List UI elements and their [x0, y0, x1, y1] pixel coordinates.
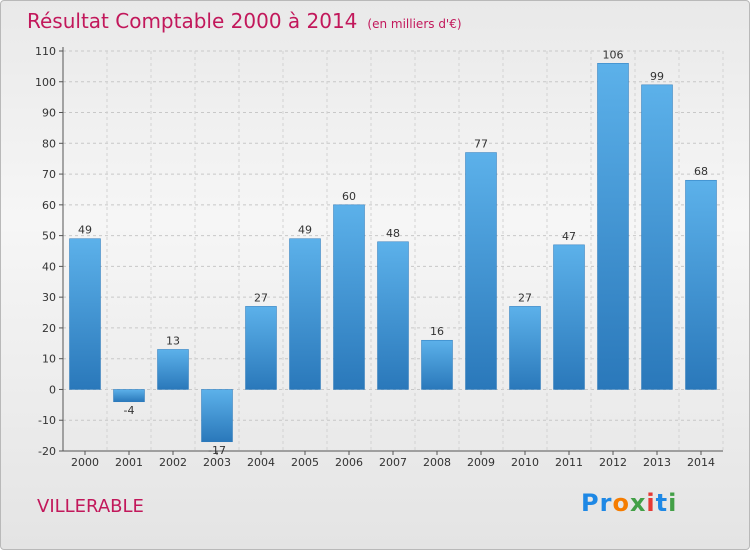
logo-letter: t: [655, 489, 669, 517]
bar: [289, 238, 321, 390]
data-label: 27: [518, 291, 532, 304]
commune-name: VILLERABLE: [37, 496, 144, 517]
x-tick-label: 2010: [511, 456, 539, 469]
bar: [685, 179, 717, 390]
logo-letter: r: [599, 489, 613, 517]
y-tick-labels: -20 -10 0 10 20 30 40 50 60 70 80 90 100 110: [35, 45, 56, 458]
logo-letter: P: [581, 489, 600, 517]
logo-letter: i: [646, 489, 656, 517]
x-tick-labels: 2000 2001 2002 2003 2004 2005 2006 2007 2008 2009…: [71, 456, 715, 469]
x-tick-label: 2012: [599, 456, 627, 469]
y-tick-label: 110: [35, 45, 56, 58]
x-tick-label: 2002: [159, 456, 187, 469]
data-label: 99: [650, 70, 664, 83]
data-label: 27: [254, 291, 268, 304]
chart-subtitle: (en milliers d'€): [367, 17, 462, 31]
y-tick-label: 0: [49, 383, 56, 396]
bar: [157, 349, 189, 390]
y-tick-label: 90: [42, 107, 56, 120]
y-tick-label: 10: [42, 353, 56, 366]
y-tick-label: 30: [42, 291, 56, 304]
x-tick-label: 2013: [643, 456, 671, 469]
data-labels: 49 -4 13 -17 27 49 60 48 16 77 27 47 106 99 68: [78, 48, 708, 456]
data-label: 16: [430, 325, 444, 338]
x-tick-label: 2004: [247, 456, 275, 469]
bar: [69, 238, 101, 390]
bar: [421, 339, 453, 390]
data-label: 13: [166, 334, 180, 347]
y-tick-label: 70: [42, 168, 56, 181]
bar: [465, 152, 497, 390]
x-tick-label: 2005: [291, 456, 319, 469]
bars: [69, 63, 717, 443]
title-text: Résultat Comptable 2000 à 2014: [27, 9, 358, 33]
data-label: -4: [124, 404, 135, 417]
x-tick-label: 2000: [71, 456, 99, 469]
logo-letter: i: [668, 489, 678, 517]
proxiti-logo: Proxiti: [581, 489, 677, 517]
x-tick-label: 2006: [335, 456, 363, 469]
data-label: 77: [474, 138, 488, 151]
data-label: 49: [298, 224, 312, 237]
data-label: 68: [694, 165, 708, 178]
data-label: -17: [208, 444, 226, 457]
bar: [377, 241, 409, 390]
x-tick-label: 2011: [555, 456, 583, 469]
bar: [641, 84, 673, 390]
y-tick-label: 50: [42, 230, 56, 243]
bar: [201, 389, 233, 443]
y-tick-label: 100: [35, 76, 56, 89]
data-label: 48: [386, 227, 400, 240]
y-tick-label: 60: [42, 199, 56, 212]
axes: [59, 47, 723, 455]
x-tick-label: 2008: [423, 456, 451, 469]
bar: [113, 389, 145, 403]
y-tick-label: 80: [42, 137, 56, 150]
data-label: 49: [78, 224, 92, 237]
y-tick-label: 20: [42, 322, 56, 335]
logo-letter: x: [629, 489, 647, 517]
x-tick-label: 2001: [115, 456, 143, 469]
data-label: 106: [603, 48, 624, 61]
chart-title: Résultat Comptable 2000 à 2014 (en millie…: [27, 9, 462, 33]
x-tick-label: 2009: [467, 456, 495, 469]
y-tick-label: -20: [38, 445, 56, 458]
bar: [553, 244, 585, 390]
logo-letter: o: [612, 489, 630, 517]
bar: [509, 306, 541, 390]
data-label: 47: [562, 230, 576, 243]
x-tick-label: 2003: [203, 456, 231, 469]
data-label: 60: [342, 190, 356, 203]
bar: [245, 306, 277, 390]
bar: [333, 204, 365, 390]
y-tick-label: -10: [38, 414, 56, 427]
x-tick-label: 2014: [687, 456, 715, 469]
x-tick-label: 2007: [379, 456, 407, 469]
y-tick-label: 40: [42, 260, 56, 273]
bar: [597, 63, 629, 390]
